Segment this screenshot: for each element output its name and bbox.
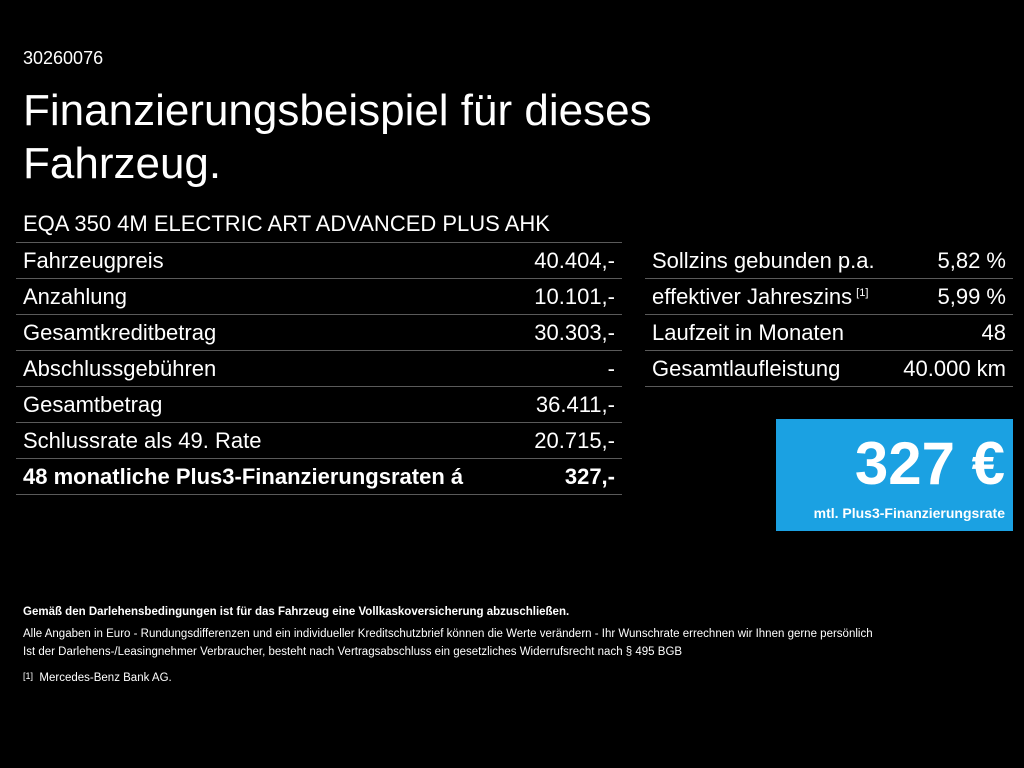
row-value: 36.411,- (535, 391, 615, 417)
table-row: Sollzins gebunden p.a. 5,82 % (645, 243, 1013, 279)
row-value: 10.101,- (534, 283, 615, 309)
row-label: effektiver Jahreszins (652, 283, 853, 309)
row-label: Abschlussgebühren (23, 355, 217, 381)
disclaimer-line-2: Ist der Darlehens-/Leasingnehmer Verbrau… (23, 646, 683, 658)
table-row-total: 48 monatliche Plus3-Finanzierungsraten á… (16, 459, 622, 495)
row-value: 327,- (564, 463, 615, 489)
row-label: Gesamtlaufleistung (652, 355, 841, 381)
row-value: 20.715,- (534, 427, 615, 453)
vehicle-code: 30260076 (23, 48, 104, 68)
table-row: Gesamtkreditbetrag 30.303,- (16, 315, 622, 351)
table-row: Fahrzeugpreis 40.404,- (16, 243, 622, 279)
insurance-notice: Gemäß den Darlehensbedingungen ist für d… (23, 606, 570, 618)
table-row: Gesamtbetrag 36.411,- (16, 387, 622, 423)
row-value: 40.000 km (903, 355, 1006, 381)
row-label: Gesamtbetrag (23, 391, 163, 417)
table-row: Anzahlung 10.101,- (16, 279, 622, 315)
table-row: Schlussrate als 49. Rate 20.715,- (16, 423, 622, 459)
footnote-mark: [1] (23, 671, 34, 681)
vehicle-model: EQA 350 4M ELECTRIC ART ADVANCED PLUS AH… (23, 211, 550, 236)
financing-table: Fahrzeugpreis 40.404,- Anzahlung 10.101,- … (16, 242, 622, 495)
footnote-text: Mercedes-Benz Bank AG. (39, 672, 172, 684)
row-value: 30.303,- (534, 319, 615, 345)
row-label: 48 monatliche Plus3-Finanzierungsraten á (23, 463, 464, 489)
row-label: Sollzins gebunden p.a. (652, 247, 875, 273)
row-value: - (607, 355, 615, 381)
monthly-rate-box: 327 € mtl. Plus3-Finanzierungsrate (776, 419, 1013, 531)
page-title: Finanzierungsbeispiel für dieses Fahrzeu… (23, 86, 652, 188)
table-row: effektiver Jahreszins [1] 5,99 % (645, 279, 1013, 315)
row-label: Gesamtkreditbetrag (23, 319, 217, 345)
table-row: Gesamtlaufleistung 40.000 km (645, 351, 1013, 387)
footnote-mark: [1] (856, 286, 869, 299)
row-value: 5,82 % (937, 247, 1007, 273)
row-label: Anzahlung (23, 283, 127, 309)
row-label: Laufzeit in Monaten (652, 319, 845, 345)
row-label: Fahrzeugpreis (23, 247, 164, 273)
row-value: 40.404,- (534, 247, 615, 273)
table-row: Laufzeit in Monaten 48 (645, 315, 1013, 351)
interest-table: Sollzins gebunden p.a. 5,82 % effektiver … (645, 243, 1013, 387)
row-value: 48 (981, 319, 1006, 345)
table-row: Abschlussgebühren - (16, 351, 622, 387)
rate-amount: 327 € (854, 430, 1005, 497)
row-value: 5,99 % (937, 283, 1007, 309)
footnote: [1] Mercedes-Benz Bank AG. (23, 671, 172, 684)
rate-caption: mtl. Plus3-Finanzierungsrate (813, 505, 1005, 521)
disclaimer-line-1: Alle Angaben in Euro - Rundungsdifferenz… (23, 628, 873, 640)
row-label: Schlussrate als 49. Rate (23, 427, 262, 453)
